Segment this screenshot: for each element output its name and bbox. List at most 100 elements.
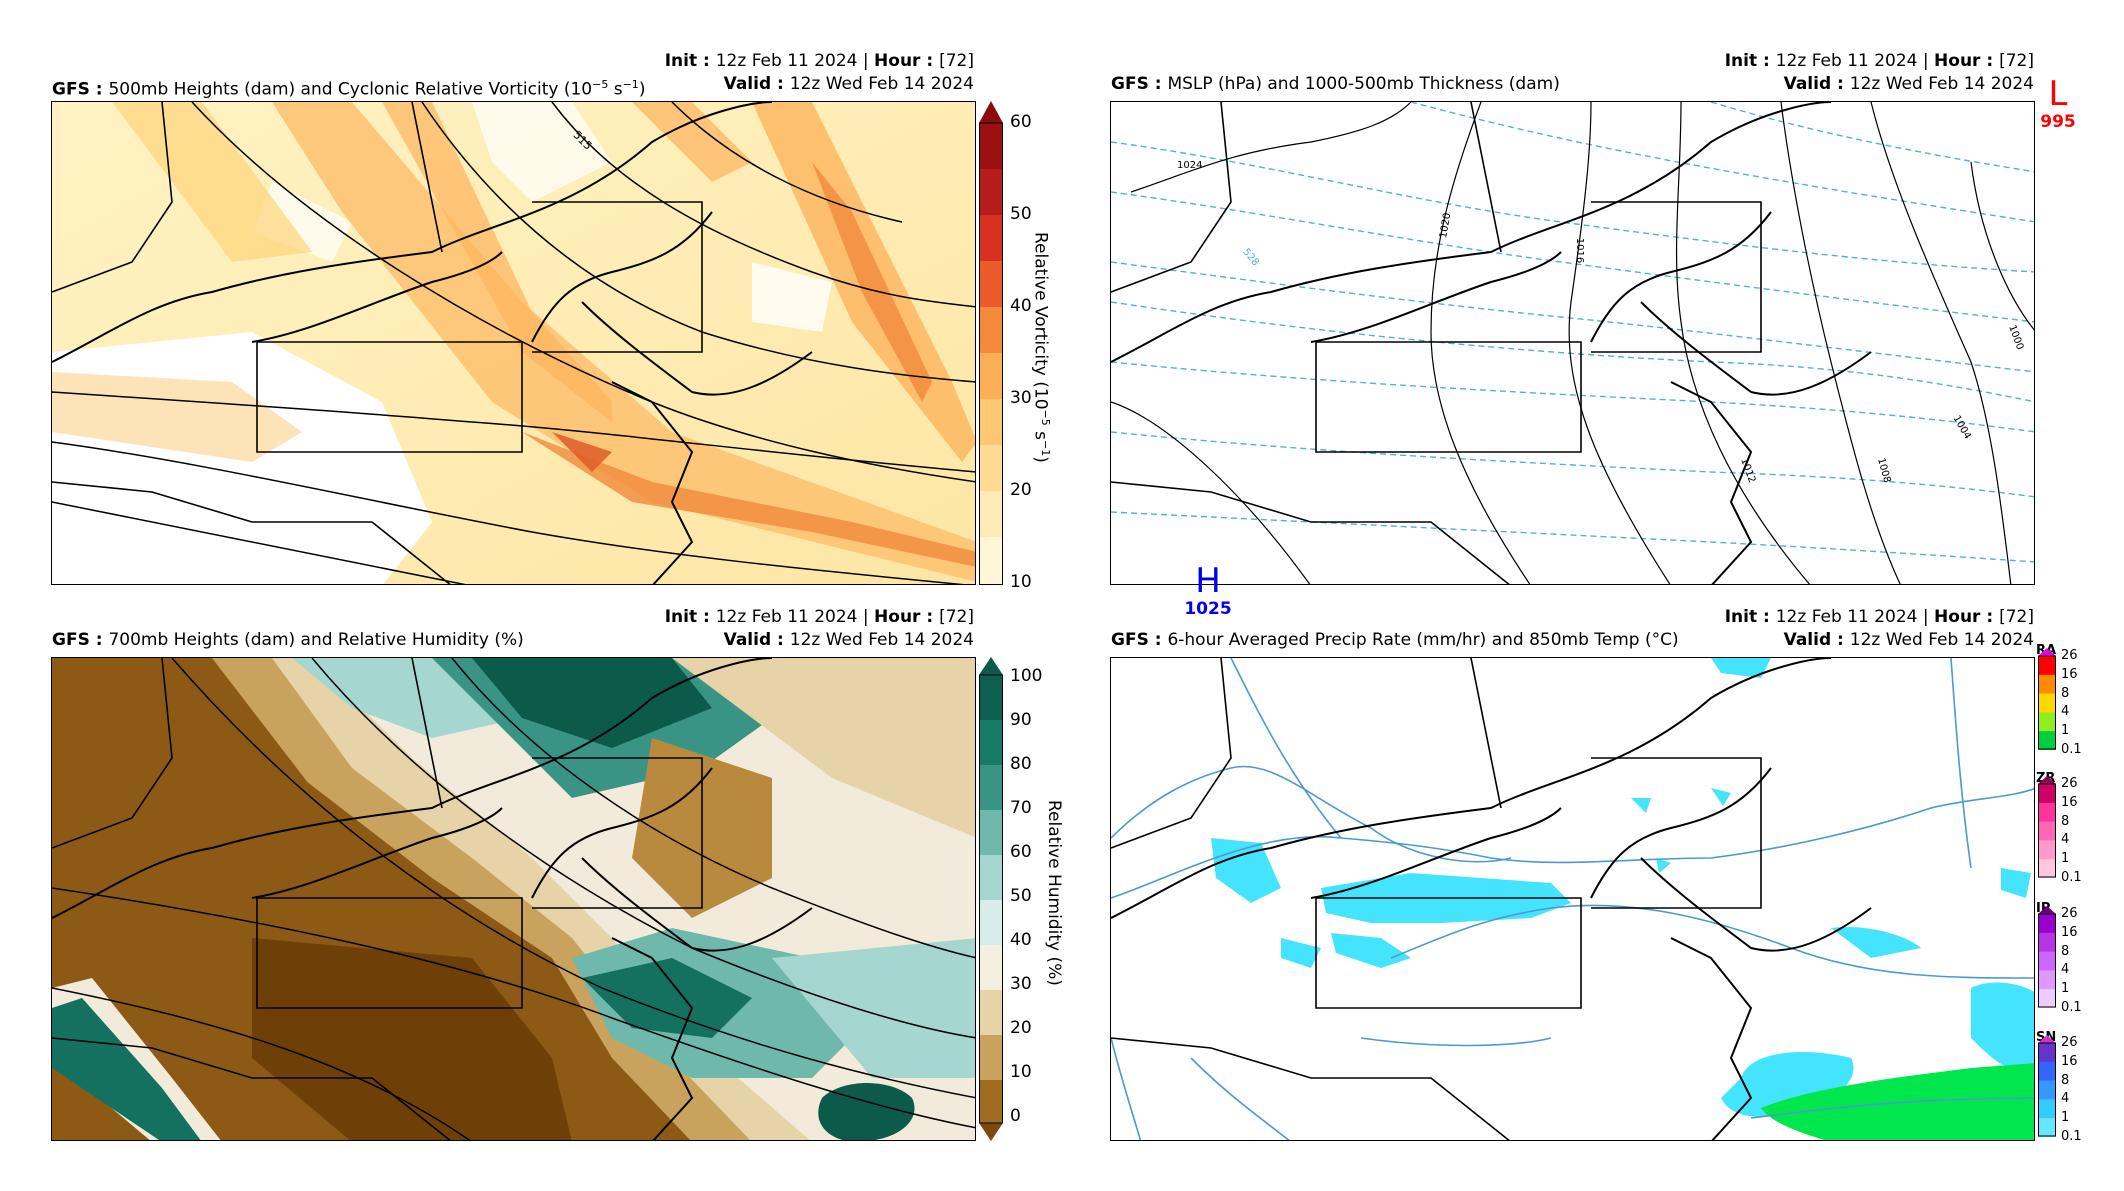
valid-value: 12z Wed Feb 14 2024 — [789, 74, 974, 94]
precip-legend-tick: 26 — [2061, 776, 2078, 791]
cbar-tick: 60 — [1010, 842, 1032, 862]
precip-legend-tick: 0.1 — [2061, 742, 2082, 757]
hour-label: Hour — [874, 607, 921, 627]
precip-legend-swatch — [2038, 1099, 2056, 1119]
init-label: Init — [1724, 607, 1758, 627]
precip-legend-tick: 16 — [2061, 794, 2078, 810]
isobar-label: 1024 — [1177, 160, 1203, 171]
rh-colorbar — [979, 657, 1003, 1141]
rh-field — [52, 658, 975, 1140]
cbar-tick: 20 — [1010, 480, 1032, 500]
precip-legend-swatch — [2038, 712, 2056, 732]
init-label: Init — [1724, 51, 1758, 71]
model-name: GFS — [1111, 630, 1149, 650]
hour-value: [72] — [1999, 607, 2034, 627]
precip-legend-tick: 4 — [2061, 832, 2070, 848]
hour-label: Hour — [1934, 607, 1981, 627]
model-name: GFS — [1111, 74, 1149, 94]
model-name: GFS — [52, 79, 90, 100]
valid-label: Valid — [1783, 74, 1832, 94]
hour-label: Hour — [874, 51, 921, 71]
panel3-init-line: Init : 12z Feb 11 2024 | Hour : [72] — [664, 607, 974, 627]
panel4-valid-line: Valid : 12z Wed Feb 14 2024 — [1783, 630, 2034, 650]
rh-colorbar-ramp — [979, 657, 1003, 1141]
cbar-tick: 50 — [1010, 886, 1032, 906]
mslp-field — [1111, 102, 2034, 584]
cbar-tick: 40 — [1010, 296, 1032, 316]
panel3-title: GFS : 700mb Heights (dam) and Relative H… — [52, 630, 524, 650]
title-exponent: −5 — [592, 78, 609, 91]
high-value: 1025 — [1184, 599, 1232, 619]
title-unit: s — [608, 79, 623, 100]
valid-value: 12z Wed Feb 14 2024 — [1849, 74, 2034, 94]
cbar-title-unit: s — [1030, 425, 1051, 440]
panel2-title: GFS : MSLP (hPa) and 1000-500mb Thicknes… — [1111, 74, 1560, 94]
cbar-tick: 90 — [1010, 710, 1032, 730]
precip-legend-tick: 16 — [2061, 666, 2078, 682]
precip-legend-swatch — [2038, 840, 2056, 860]
panel2-init-line: Init : 12z Feb 11 2024 | Hour : [72] — [1724, 51, 2034, 71]
vorticity-colorbar-title: Relative Vorticity (10−5 s−1) — [1030, 232, 1052, 463]
vorticity-map: 515 — [51, 101, 976, 585]
cbar-tick: 80 — [1010, 754, 1032, 774]
panel4-title: GFS : 6-hour Averaged Precip Rate (mm/hr… — [1111, 630, 1679, 650]
cbar-tick: 50 — [1010, 204, 1032, 224]
hour-value: [72] — [1999, 51, 2034, 71]
model-name: GFS — [52, 630, 90, 650]
cbar-tick: 20 — [1010, 1018, 1032, 1038]
panel1-init-line: Init : 12z Feb 11 2024 | Hour : [72] — [664, 51, 974, 71]
vorticity-colorbar — [979, 101, 1003, 585]
title-text: 700mb Heights (dam) and Relative Humidit… — [108, 630, 524, 650]
cbar-tick: 40 — [1010, 930, 1032, 950]
valid-label: Valid — [723, 74, 772, 94]
precip-legend-bar — [2038, 648, 2056, 750]
precip-legend-swatch — [2038, 914, 2056, 934]
valid-label: Valid — [1783, 630, 1832, 650]
init-value: 12z Feb 11 2024 — [715, 607, 858, 627]
rh-colorbar-title: Relative Humidity (%) — [1044, 800, 1064, 986]
vorticity-colorbar-ramp — [979, 101, 1003, 585]
precip-legend-tick: 8 — [2061, 1072, 2070, 1088]
panel4-init-line: Init : 12z Feb 11 2024 | Hour : [72] — [1724, 607, 2034, 627]
cbar-tick: 10 — [1010, 1062, 1032, 1082]
precip-legend-swatch — [2038, 970, 2056, 990]
mslp-map: 1024 1020 1016 1012 1008 1004 1000 528 — [1110, 101, 2035, 585]
precip-map — [1110, 657, 2035, 1141]
precip-legend-tick: 0.1 — [2061, 870, 2082, 885]
title-text: 500mb Heights (dam) and Cyclonic Relativ… — [108, 79, 593, 100]
precip-legend-tick: 0.1 — [2061, 1129, 2082, 1144]
valid-value: 12z Wed Feb 14 2024 — [789, 630, 974, 650]
precip-legend-swatch — [2038, 674, 2056, 695]
hour-value: [72] — [939, 51, 974, 71]
precip-legend-tick: 1 — [2061, 723, 2070, 739]
precip-legend-swatch — [2038, 1118, 2056, 1137]
precip-legend-tick: 4 — [2061, 704, 2070, 720]
cbar-tick: 30 — [1010, 388, 1032, 408]
cbar-tick: 0 — [1010, 1106, 1021, 1126]
precip-legend-tick: 8 — [2061, 813, 2070, 829]
precip-legend-tick: 26 — [2061, 1035, 2078, 1050]
high-letter: H — [1195, 561, 1221, 601]
precip-legend-swatch — [2038, 1080, 2056, 1100]
high-pressure-marker: H 1025 — [1178, 563, 1238, 619]
panel1-valid-line: Valid : 12z Wed Feb 14 2024 — [723, 74, 974, 94]
precip-legend-tick: 26 — [2061, 906, 2078, 921]
cbar-tick: 70 — [1010, 798, 1032, 818]
title-text: MSLP (hPa) and 1000-500mb Thickness (dam… — [1167, 74, 1560, 94]
panel1-title: GFS : 500mb Heights (dam) and Cyclonic R… — [52, 78, 646, 100]
precip-legend-bar — [2038, 1035, 2056, 1137]
valid-label: Valid — [723, 630, 772, 650]
hour-label: Hour — [1934, 51, 1981, 71]
precip-field — [1111, 658, 2034, 1140]
precip-legend-tick: 1 — [2061, 1110, 2070, 1126]
precip-legend-tick: 16 — [2061, 1053, 2078, 1069]
low-value: 995 — [2040, 112, 2076, 132]
init-value: 12z Feb 11 2024 — [1775, 607, 1918, 627]
cbar-title-text: Relative Vorticity (10 — [1030, 232, 1051, 410]
precip-legend-swatch — [2038, 821, 2056, 841]
title-exponent2: −1 — [622, 78, 639, 91]
cbar-title-exp2: −1 — [1039, 440, 1052, 457]
cbar-tick: 30 — [1010, 974, 1032, 994]
low-letter: L — [2048, 74, 2068, 114]
isobar-label: 1016 — [1574, 237, 1586, 264]
